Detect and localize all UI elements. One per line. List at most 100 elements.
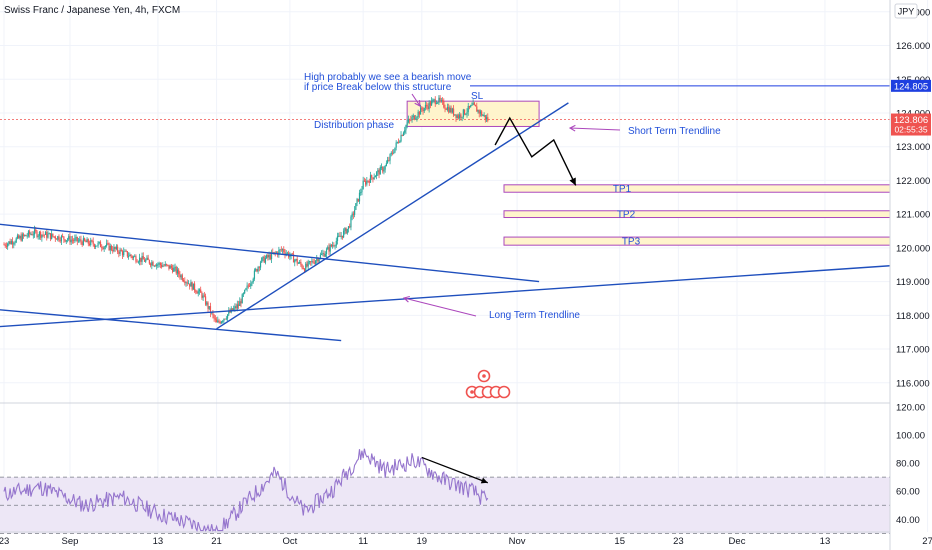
candle-body — [412, 115, 414, 118]
time-tick-label: 15 — [614, 536, 625, 547]
candle-body — [429, 102, 431, 106]
candle-body — [186, 282, 188, 284]
candle-body — [374, 175, 376, 178]
candle-body — [135, 256, 137, 262]
candle-body — [334, 245, 336, 247]
events-icon[interactable] — [465, 369, 511, 399]
symbol-title[interactable]: Swiss Franc / Japanese Yen, 4h, FXCM — [4, 5, 180, 16]
candle-body — [206, 302, 208, 305]
candle-body — [349, 226, 351, 228]
candle-body — [294, 260, 296, 263]
candle-body — [136, 261, 138, 263]
candle-body — [134, 256, 136, 258]
annotation-arrows — [402, 93, 621, 317]
candle-body — [365, 181, 367, 185]
candle-body — [397, 141, 400, 143]
candle-body — [327, 247, 329, 250]
candle-body — [390, 152, 392, 155]
candle-body — [439, 97, 441, 101]
candle-body — [117, 246, 119, 252]
candle-body — [373, 177, 375, 180]
candle-body — [347, 226, 350, 229]
candle-body — [402, 132, 405, 136]
candle-body — [173, 267, 175, 272]
candle-body — [214, 318, 216, 320]
candle-body — [338, 235, 340, 237]
candle-body — [426, 105, 428, 107]
candle-body — [361, 189, 363, 193]
candle-body — [368, 181, 370, 183]
candle-body — [27, 231, 30, 236]
candle-body — [97, 242, 99, 246]
candle-body — [300, 262, 302, 265]
candle-body — [14, 242, 16, 244]
price-tick-label: 119.000 — [896, 277, 930, 288]
distribution-label: Distribution phase — [314, 120, 394, 131]
time-axis-labels[interactable]: 23 Sep 13 21 Oct 11 19 Nov 15 23 Dec 13 27 — [0, 536, 932, 547]
candle-body — [303, 268, 306, 272]
currency-badge[interactable]: JPY — [894, 3, 918, 19]
candle-body — [164, 264, 166, 266]
candle-body — [415, 118, 417, 120]
candle-body — [400, 135, 402, 142]
candle-body — [228, 310, 230, 315]
candle-body — [98, 241, 100, 243]
candle-body — [203, 295, 205, 297]
candle-body — [422, 109, 424, 112]
lower-channel-line — [0, 309, 342, 342]
candle-body — [219, 321, 221, 324]
candle-body — [220, 321, 223, 324]
candle-body — [29, 231, 31, 235]
candle-body — [360, 192, 362, 194]
bearish-note-line2: if price Break below this structure — [304, 82, 452, 93]
candle-body — [316, 258, 318, 261]
candle-body — [184, 281, 186, 284]
candle-body — [308, 261, 311, 263]
candle-body — [351, 213, 353, 217]
candle-body — [25, 235, 27, 237]
candle-body — [383, 169, 385, 172]
candle-body — [70, 239, 72, 243]
candle-body — [175, 266, 177, 274]
target-zone-1 — [503, 184, 891, 193]
rsi-tick-label: 120.00 — [896, 402, 925, 413]
candle-body — [170, 265, 172, 268]
candle-body — [336, 236, 339, 241]
candle-body — [404, 130, 406, 133]
candle-body — [242, 293, 245, 295]
note-arrow — [411, 93, 421, 107]
candle-body — [467, 105, 469, 113]
rsi-tick-label: 80.00 — [896, 459, 920, 470]
candle-body — [427, 106, 429, 109]
candle-body — [377, 170, 379, 173]
candle-body — [266, 254, 268, 259]
candle-body — [306, 263, 308, 267]
candle-body — [432, 99, 434, 101]
candle-body — [379, 167, 381, 175]
candle-body — [437, 102, 439, 104]
candle-body — [86, 239, 88, 243]
candle-body — [160, 264, 163, 267]
price-tick-label: 126.000 — [896, 41, 930, 52]
candle-body — [384, 165, 386, 170]
candle-body — [333, 245, 335, 247]
candle-body — [387, 160, 389, 164]
candle-body — [483, 115, 485, 116]
time-tick-label: 19 — [417, 536, 428, 547]
candle-body — [380, 167, 383, 168]
candle-body — [55, 238, 58, 240]
candle-body — [81, 241, 83, 246]
candle-body — [57, 236, 59, 240]
rsi-axis-labels[interactable]: 40.00 60.00 80.00 100.00 120.00 — [896, 402, 925, 526]
candle-body — [340, 235, 342, 237]
rsi-line — [3, 448, 489, 533]
candle-body — [389, 154, 391, 161]
candle-body — [102, 248, 104, 250]
candle-body — [217, 320, 219, 323]
candle-body — [141, 256, 143, 262]
candle-body — [181, 275, 183, 281]
candle-body — [54, 236, 56, 239]
candle-body — [267, 254, 269, 258]
